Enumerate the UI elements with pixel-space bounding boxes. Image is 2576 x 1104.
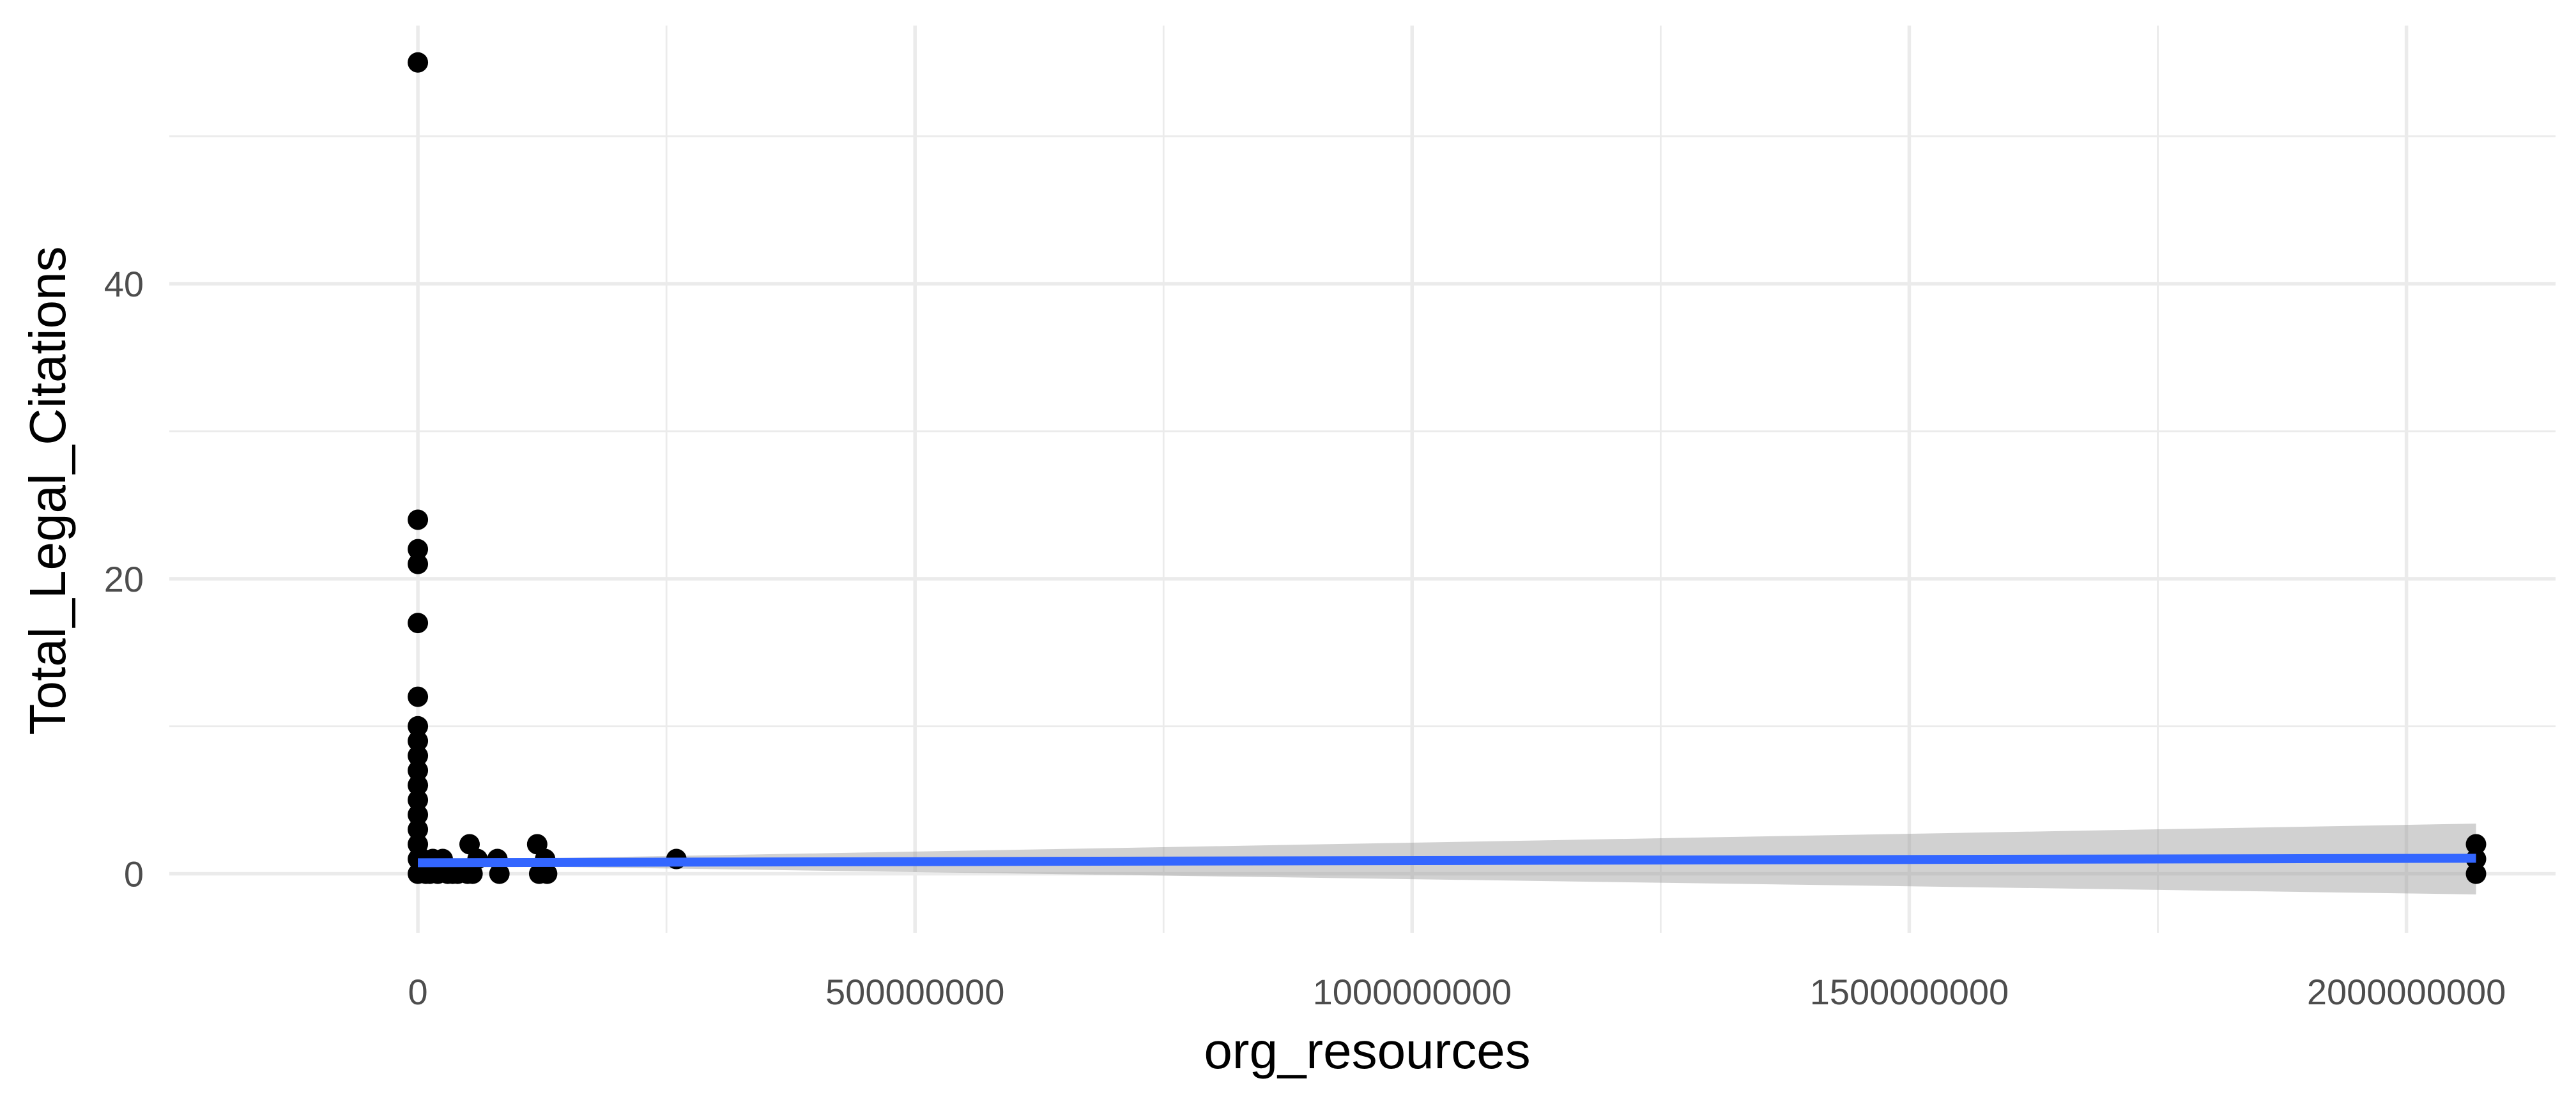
data-point xyxy=(408,553,429,574)
data-point xyxy=(408,52,429,73)
x-tick-label: 0 xyxy=(408,972,427,1012)
data-point xyxy=(408,613,429,634)
data-point xyxy=(408,745,429,766)
data-point xyxy=(408,775,429,796)
data-point xyxy=(408,686,429,707)
data-point xyxy=(2465,863,2487,884)
x-tick-label: 2000000000 xyxy=(2307,972,2506,1012)
x-tick-label: 1500000000 xyxy=(1810,972,2009,1012)
data-point xyxy=(537,863,558,884)
data-point xyxy=(489,863,510,884)
data-point xyxy=(408,819,429,840)
data-point xyxy=(408,509,429,530)
y-tick-label: 40 xyxy=(104,264,144,304)
grid xyxy=(169,26,2556,933)
y-axis-title: Total_Legal_Citations xyxy=(19,247,76,735)
data-point xyxy=(408,539,429,560)
data-points xyxy=(408,52,2487,884)
data-point xyxy=(2465,834,2487,855)
trend-line xyxy=(418,854,2476,868)
x-tick-label: 1000000000 xyxy=(1313,972,1512,1012)
x-tick-label: 500000000 xyxy=(825,972,1004,1012)
x-axis-title: org_resources xyxy=(1204,1022,1530,1079)
trend-line-layer xyxy=(418,854,2476,868)
data-point xyxy=(408,804,429,825)
data-point xyxy=(408,790,429,811)
data-point xyxy=(408,730,429,751)
x-tick-labels: 0 500000000 1000000000 1500000000 2000000000 xyxy=(408,972,2506,1012)
y-tick-label: 20 xyxy=(104,559,144,599)
y-tick-labels: 0 20 40 xyxy=(104,264,144,894)
data-point xyxy=(408,760,429,781)
y-tick-label: 0 xyxy=(124,854,144,894)
data-point xyxy=(408,716,429,737)
